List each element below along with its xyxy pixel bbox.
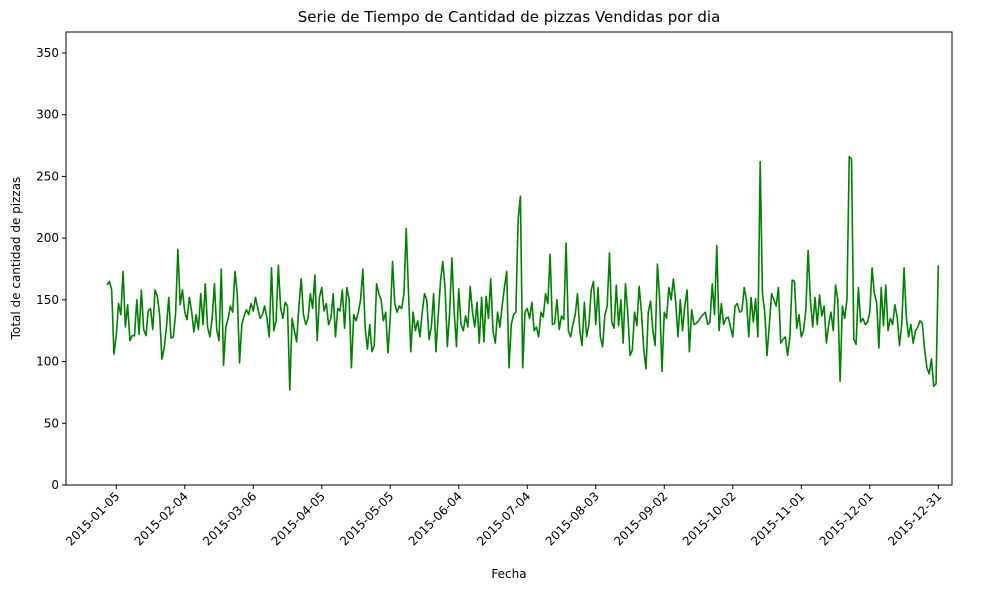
y-tick-label: 50 xyxy=(44,416,59,430)
x-tick-label: 2015-01-05 xyxy=(63,489,122,548)
x-tick-label: 2015-11-01 xyxy=(748,489,807,548)
x-tick-label: 2015-10-02 xyxy=(680,489,739,548)
x-tick-label: 2015-03-06 xyxy=(200,489,259,548)
y-tick-label: 300 xyxy=(36,108,59,122)
x-tick-label: 2015-05-05 xyxy=(337,489,396,548)
data-line xyxy=(106,155,940,391)
x-axis-label: Fecha xyxy=(491,567,526,581)
plot-frame xyxy=(65,31,953,486)
x-tick-label: 2015-04-05 xyxy=(269,489,328,548)
chart-title: Serie de Tiempo de Cantidad de pizzas Ve… xyxy=(298,8,721,26)
y-tick-label: 350 xyxy=(36,46,59,60)
y-tick-label: 150 xyxy=(36,293,59,307)
x-tick-label: 2015-08-03 xyxy=(543,489,602,548)
y-tick-label: 250 xyxy=(36,169,59,183)
x-tick-label: 2015-06-04 xyxy=(406,489,465,548)
y-tick-label: 100 xyxy=(36,355,59,369)
y-axis-label: Total de cantidad de pizzas xyxy=(9,177,23,341)
x-tick-label: 2015-12-01 xyxy=(817,489,876,548)
y-tick-label: 0 xyxy=(51,478,59,492)
x-tick-label: 2015-07-04 xyxy=(474,489,533,548)
x-tick-label: 2015-02-04 xyxy=(132,489,191,548)
x-tick-label: 2015-09-02 xyxy=(611,489,670,548)
x-tick-label: 2015-12-31 xyxy=(885,489,944,548)
y-tick-label: 200 xyxy=(36,231,59,245)
